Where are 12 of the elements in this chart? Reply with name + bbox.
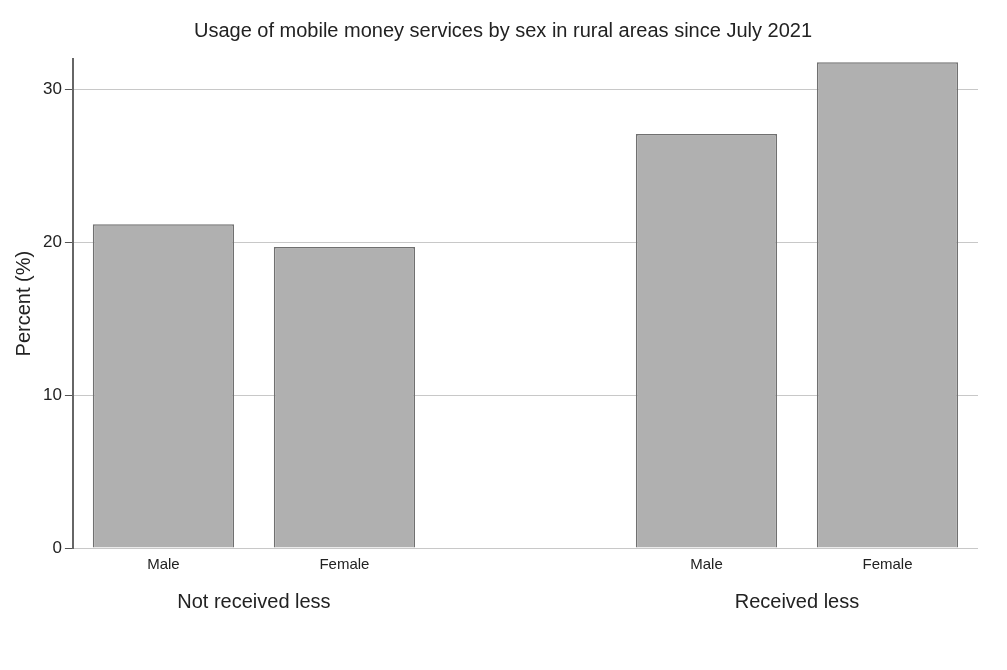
x-tick-label: Female [862,555,913,573]
y-axis-title: Percent (%) [11,250,34,357]
x-tick-label: Female [319,555,370,573]
text: Received less [734,589,860,612]
y-tick-label: 10 [42,384,62,404]
text: Not received less [177,589,331,612]
x-tick-label: Male [147,555,180,573]
x-tick-label: Male [690,555,723,573]
y-tick-label: 0 [52,537,62,557]
y-tick-label: 20 [42,232,62,252]
y-tick-label: 30 [42,79,62,99]
chart-title: Usage of mobile money services by sex in rural areas since July 2021 [193,18,813,43]
